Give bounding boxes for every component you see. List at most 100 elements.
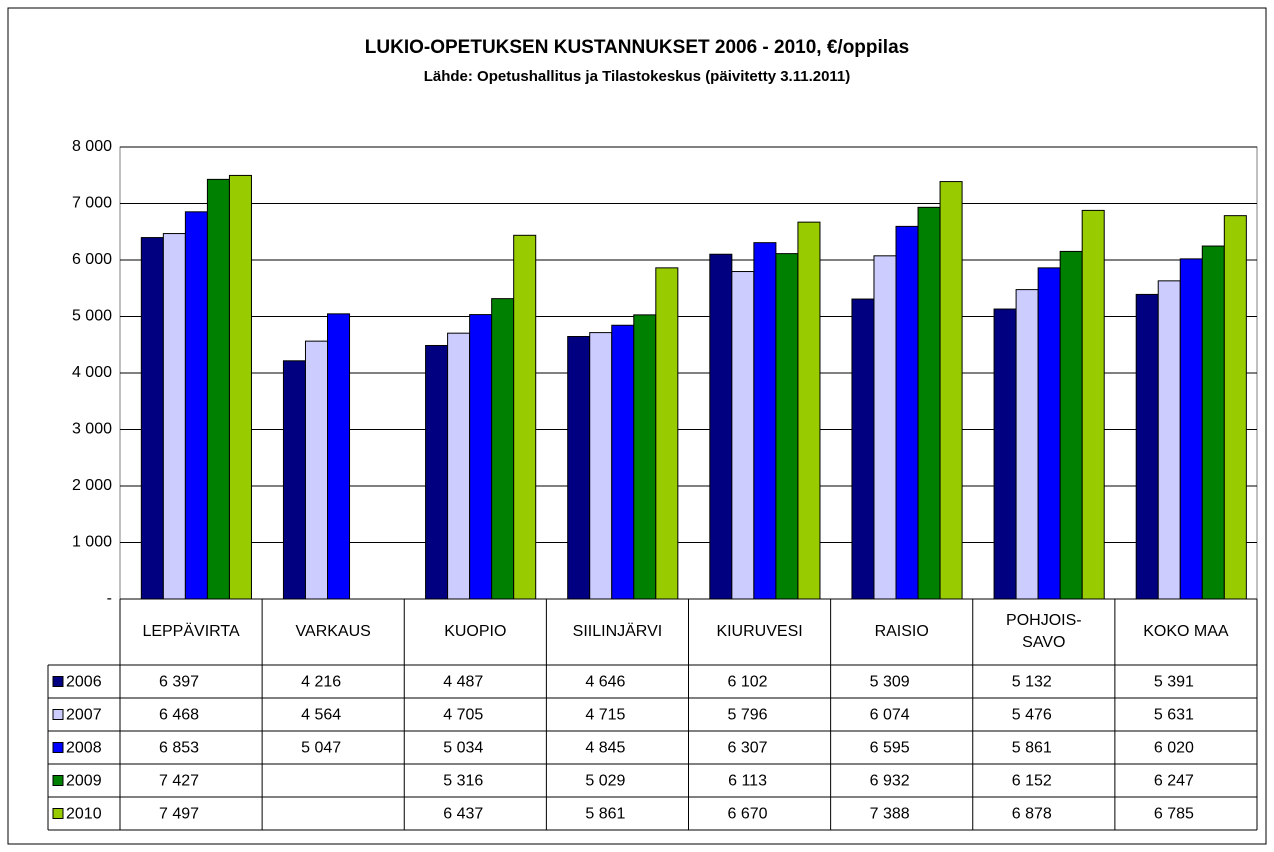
legend-label: 2009 bbox=[66, 773, 102, 790]
bar bbox=[567, 336, 591, 600]
bar bbox=[304, 340, 329, 600]
table-cell: 5 309 bbox=[870, 674, 910, 691]
table-cell: 6 152 bbox=[1012, 773, 1052, 790]
bar bbox=[491, 298, 515, 600]
bar bbox=[228, 174, 252, 600]
bar bbox=[206, 178, 230, 600]
table-cell: 6 247 bbox=[1154, 773, 1194, 790]
table-cell: 5 047 bbox=[301, 740, 341, 757]
y-tick-label: 8 000 bbox=[72, 138, 112, 155]
x-tick-label: SIILINJÄRVI bbox=[572, 623, 663, 640]
table-cell: 5 029 bbox=[585, 773, 625, 790]
bar bbox=[731, 271, 755, 600]
table-cell: 5 861 bbox=[1012, 740, 1052, 757]
bar bbox=[1135, 293, 1159, 600]
legend-swatch bbox=[52, 709, 64, 720]
legend-label: 2006 bbox=[66, 674, 102, 691]
table-cell: 4 646 bbox=[585, 674, 625, 691]
y-tick-label: 4 000 bbox=[72, 364, 112, 381]
table-cell: 6 468 bbox=[159, 707, 199, 724]
y-tick-label: 5 000 bbox=[72, 308, 112, 325]
table-cell: 5 391 bbox=[1154, 674, 1194, 691]
table-cell: 6 397 bbox=[159, 674, 199, 691]
table-cell: 7 388 bbox=[870, 806, 910, 823]
legend-label: 2010 bbox=[66, 806, 102, 823]
bar bbox=[140, 237, 164, 600]
table-cell: 5 861 bbox=[585, 806, 625, 823]
table-cell: 6 785 bbox=[1154, 806, 1194, 823]
bar bbox=[633, 314, 657, 600]
table-cell: 6 307 bbox=[728, 740, 768, 757]
table-cell: 6 853 bbox=[159, 740, 199, 757]
table-cell: 6 932 bbox=[870, 773, 910, 790]
x-tick-label: VARKAUS bbox=[295, 623, 371, 640]
bar bbox=[797, 221, 821, 600]
y-tick-label: 7 000 bbox=[72, 195, 112, 212]
legend-label: 2007 bbox=[66, 707, 102, 724]
table-cell: 6 595 bbox=[870, 740, 910, 757]
x-tick-label: RAISIO bbox=[874, 623, 929, 640]
legend-swatch bbox=[52, 742, 64, 753]
x-tick-label: LEPPÄVIRTA bbox=[142, 623, 240, 640]
table-cell: 6 102 bbox=[728, 674, 768, 691]
bar bbox=[1223, 215, 1247, 600]
legend-swatch bbox=[52, 676, 64, 687]
table-cell: 4 705 bbox=[443, 707, 483, 724]
bar bbox=[1201, 245, 1225, 600]
table-cell: 5 316 bbox=[443, 773, 483, 790]
table-cell: 6 020 bbox=[1154, 740, 1194, 757]
table-cell: 6 437 bbox=[443, 806, 483, 823]
table-cell: 5 796 bbox=[728, 707, 768, 724]
y-tick-label: - bbox=[107, 590, 112, 607]
bar bbox=[709, 253, 733, 600]
table-cell: 6 670 bbox=[728, 806, 768, 823]
bar bbox=[851, 298, 875, 600]
bar bbox=[611, 324, 635, 600]
bar bbox=[162, 233, 186, 600]
bar bbox=[753, 242, 777, 600]
y-tick-label: 2 000 bbox=[72, 477, 112, 494]
bar bbox=[327, 313, 351, 600]
bar bbox=[1037, 267, 1061, 600]
table-cell: 4 564 bbox=[301, 707, 341, 724]
x-tick-label: POHJOIS- SAVO bbox=[1006, 612, 1082, 651]
bar bbox=[1015, 289, 1039, 600]
bar bbox=[513, 234, 537, 600]
bar bbox=[895, 225, 919, 600]
table-cell: 7 427 bbox=[159, 773, 199, 790]
bar bbox=[184, 211, 208, 600]
table-cell: 5 631 bbox=[1154, 707, 1194, 724]
y-tick-label: 1 000 bbox=[72, 534, 112, 551]
chart-title: LUKIO-OPETUKSEN KUSTANNUKSET 2006 - 2010… bbox=[365, 37, 909, 58]
bar bbox=[469, 314, 493, 600]
chart-subtitle: Lähde: Opetushallitus ja Tilastokeskus (… bbox=[424, 68, 851, 85]
bar bbox=[775, 253, 799, 600]
bar bbox=[1179, 258, 1203, 600]
table-cell: 4 715 bbox=[585, 707, 625, 724]
bar bbox=[1157, 280, 1181, 600]
table-cell: 4 487 bbox=[443, 674, 483, 691]
table-cell: 5 034 bbox=[443, 740, 483, 757]
bar bbox=[1081, 209, 1105, 600]
table-cell: 6 074 bbox=[870, 707, 910, 724]
table-cell: 6 113 bbox=[728, 773, 767, 790]
x-tick-label: KOKO MAA bbox=[1143, 623, 1229, 640]
y-tick-label: 3 000 bbox=[72, 421, 112, 438]
bar bbox=[282, 360, 306, 600]
bar bbox=[993, 308, 1017, 600]
bar bbox=[655, 267, 679, 600]
table-cell: 4 216 bbox=[301, 674, 341, 691]
y-tick-label: 6 000 bbox=[72, 251, 112, 268]
x-tick-label: KUOPIO bbox=[444, 623, 507, 640]
legend-swatch bbox=[52, 775, 64, 786]
bar bbox=[873, 255, 897, 600]
legend-swatch bbox=[52, 808, 64, 819]
legend-label: 2008 bbox=[66, 740, 102, 757]
x-tick-label: KIURUVESI bbox=[716, 623, 803, 640]
table-cell: 4 845 bbox=[585, 740, 625, 757]
table-cell: 5 132 bbox=[1012, 674, 1052, 691]
bar bbox=[917, 206, 941, 600]
table-cell: 6 878 bbox=[1012, 806, 1052, 823]
